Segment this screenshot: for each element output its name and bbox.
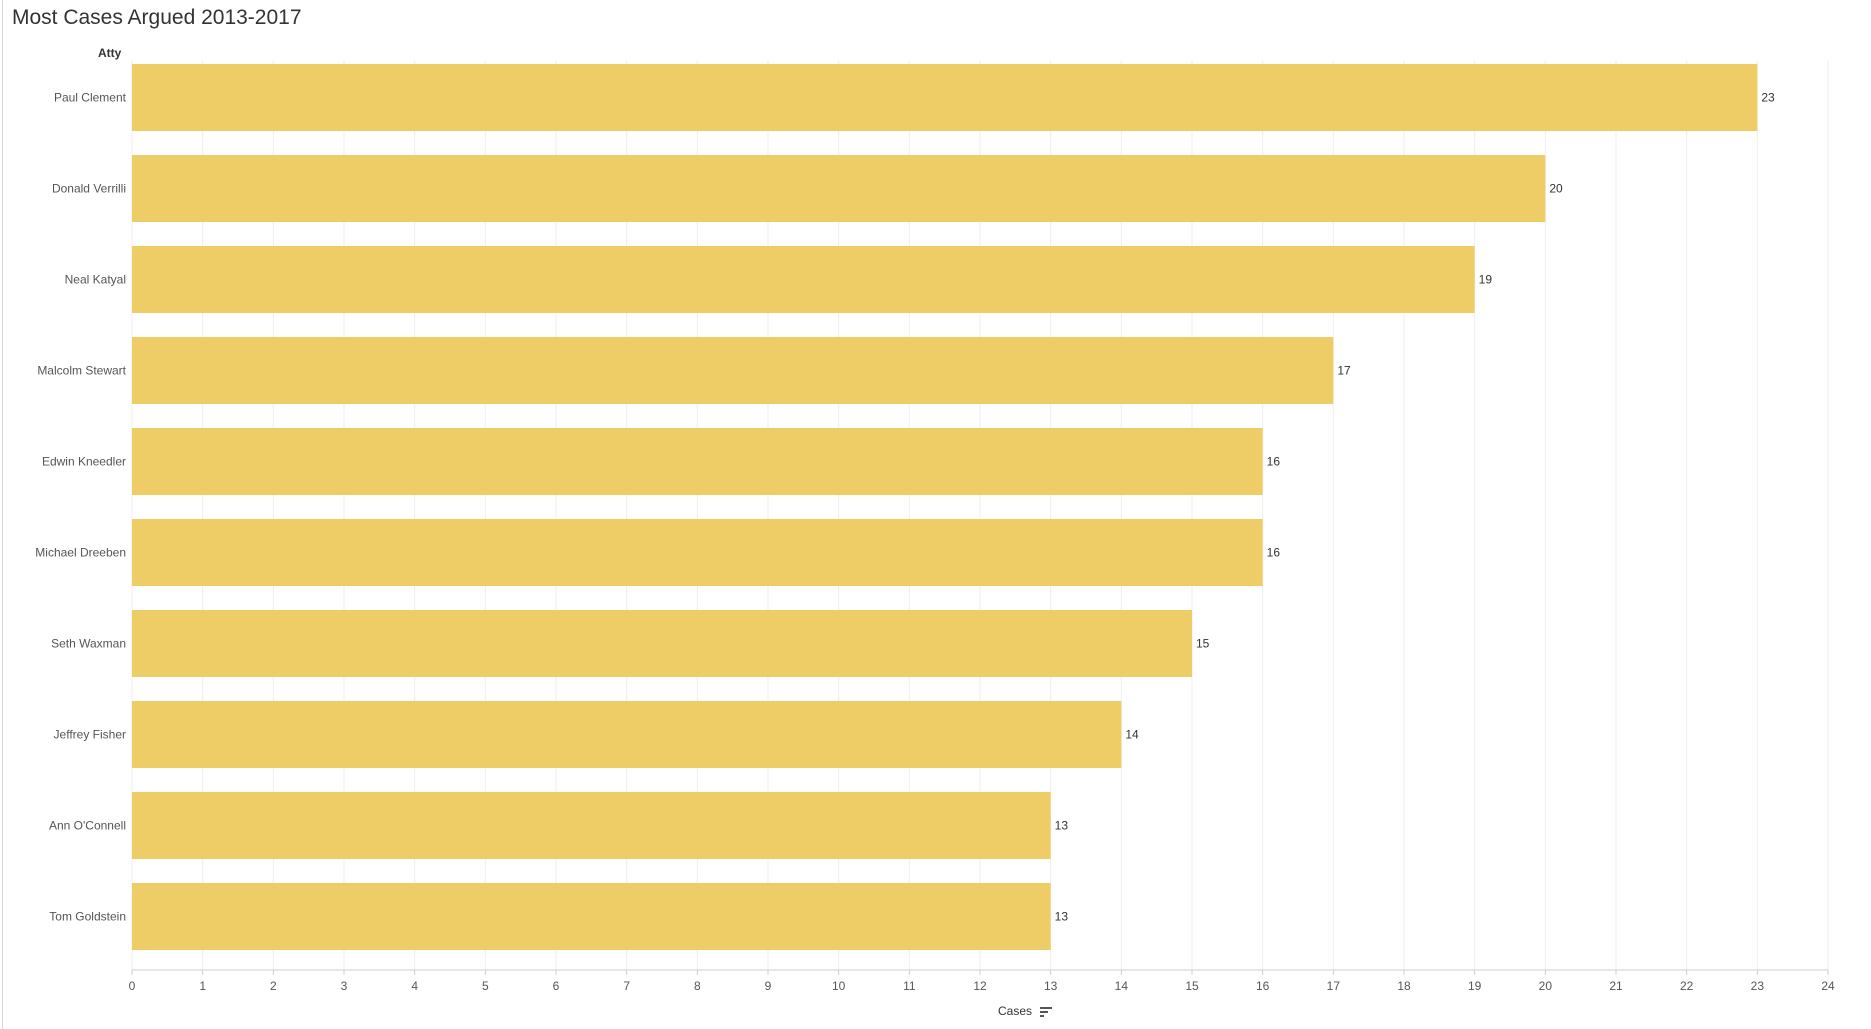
category-label: Paul Clement <box>54 91 127 105</box>
y-axis-title: Atty <box>98 46 122 60</box>
data-label: 19 <box>1479 273 1493 287</box>
x-tick-label: 7 <box>623 979 630 993</box>
x-axis-ticks: 0 1 2 3 4 5 6 7 8 9 10 11 12 13 14 15 16 17 18 19 20 21 22 23 24 <box>129 969 1835 993</box>
category-label: Malcolm Stewart <box>37 364 126 378</box>
x-tick-label: 2 <box>270 979 277 993</box>
sort-descending-icon[interactable] <box>1040 1006 1053 1017</box>
category-label: Tom Goldstein <box>49 910 126 924</box>
x-tick-label: 20 <box>1539 979 1553 993</box>
bar <box>132 792 1051 859</box>
x-tick-label: 19 <box>1468 979 1482 993</box>
x-tick-label: 22 <box>1680 979 1694 993</box>
data-label: 16 <box>1267 546 1281 560</box>
bar <box>132 64 1758 131</box>
data-label: 14 <box>1125 728 1139 742</box>
x-tick-label: 21 <box>1609 979 1623 993</box>
data-labels: 23 20 19 17 16 16 15 14 13 13 <box>1055 91 1775 924</box>
bar <box>132 246 1475 313</box>
x-axis-title[interactable]: Cases <box>998 1004 1053 1018</box>
x-tick-label: 5 <box>482 979 489 993</box>
bar <box>132 155 1546 222</box>
x-tick-label: 17 <box>1327 979 1341 993</box>
x-tick-label: 13 <box>1044 979 1058 993</box>
data-label: 13 <box>1055 910 1069 924</box>
category-label: Ann O'Connell <box>49 819 126 833</box>
x-tick-label: 8 <box>694 979 701 993</box>
category-label: Donald Verrilli <box>52 182 126 196</box>
x-tick-label: 16 <box>1256 979 1270 993</box>
x-tick-label: 14 <box>1115 979 1129 993</box>
bar <box>132 610 1192 677</box>
data-label: 13 <box>1055 819 1069 833</box>
category-label: Jeffrey Fisher <box>54 728 126 742</box>
bar <box>132 883 1051 950</box>
bar <box>132 428 1263 495</box>
x-tick-label: 18 <box>1397 979 1411 993</box>
x-tick-label: 23 <box>1751 979 1765 993</box>
data-label: 23 <box>1761 91 1775 105</box>
data-label: 16 <box>1267 455 1281 469</box>
category-label: Michael Dreeben <box>35 546 126 560</box>
x-tick-label: 11 <box>903 979 916 993</box>
x-tick-label: 3 <box>341 979 348 993</box>
bar <box>132 337 1334 404</box>
x-tick-label: 15 <box>1185 979 1199 993</box>
data-label: 20 <box>1549 182 1563 196</box>
x-tick-label: 10 <box>832 979 846 993</box>
category-label: Seth Waxman <box>51 637 126 651</box>
x-tick-label: 4 <box>411 979 418 993</box>
data-label: 17 <box>1337 364 1351 378</box>
category-label: Edwin Kneedler <box>42 455 126 469</box>
bar <box>132 701 1122 768</box>
x-tick-label: 12 <box>973 979 987 993</box>
category-label: Neal Katyal <box>65 273 126 287</box>
bars <box>132 64 1758 950</box>
bar <box>132 519 1263 586</box>
x-tick-label: 24 <box>1821 979 1835 993</box>
x-tick-label: 1 <box>199 979 206 993</box>
category-labels: Paul Clement Donald Verrilli Neal Katyal Ma… <box>35 91 126 924</box>
chart-title: Most Cases Argued 2013-2017 <box>12 6 302 29</box>
x-tick-label: 9 <box>765 979 772 993</box>
x-tick-label: 6 <box>553 979 560 993</box>
x-axis-title-text: Cases <box>998 1004 1033 1018</box>
data-label: 15 <box>1196 637 1210 651</box>
x-tick-label: 0 <box>129 979 136 993</box>
